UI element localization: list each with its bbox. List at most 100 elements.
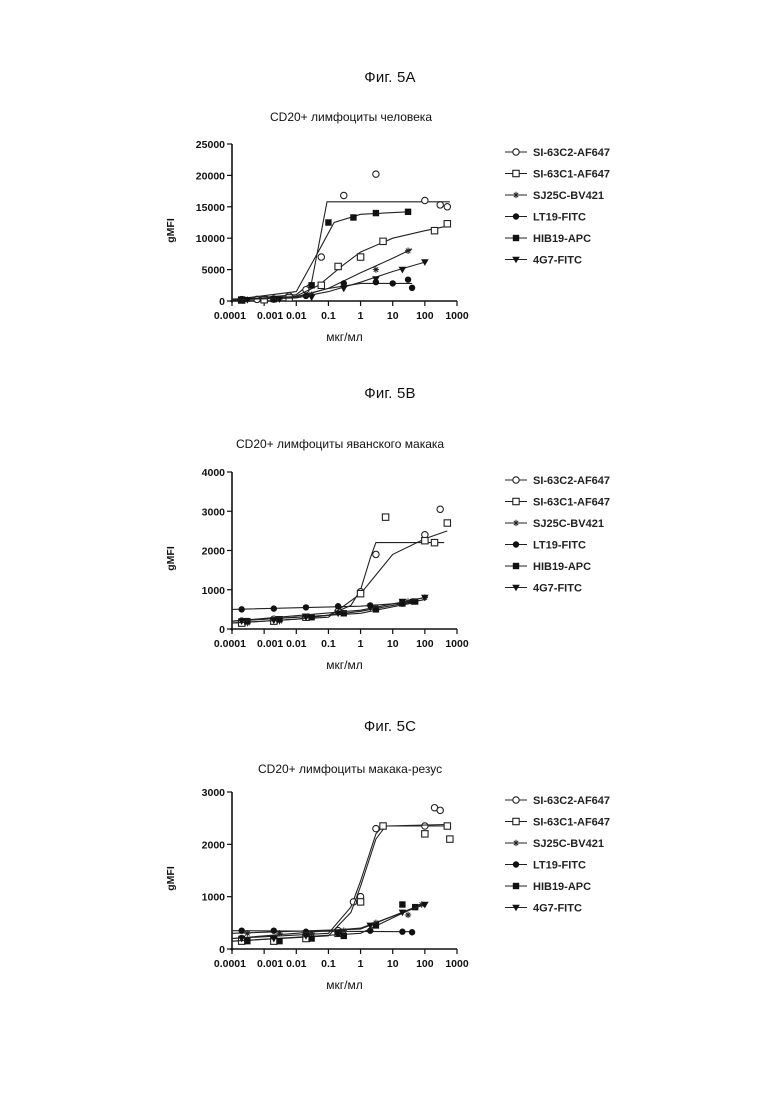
legend-marker — [513, 235, 519, 241]
data-point — [437, 202, 443, 208]
chart-title-human: CD20+ лимфоциты человека — [270, 110, 432, 124]
data-point — [244, 938, 250, 944]
legend: SI-63C2-AF647SI-63C1-AF647SJ25C-BV421LT1… — [505, 475, 610, 595]
data-point — [405, 209, 411, 215]
data-point — [350, 214, 356, 220]
legend-marker — [513, 861, 519, 867]
data-point — [422, 823, 428, 829]
data-point — [271, 927, 277, 933]
legend: SI-63C2-AF647SI-63C1-AF647SJ25C-BV421LT1… — [505, 795, 610, 915]
fit-curve — [232, 202, 450, 300]
x-tick-label: 0.001 — [257, 310, 283, 322]
legend-label: LT19-FITC — [533, 860, 586, 872]
series-4 — [232, 598, 418, 624]
x-tick-label: 100 — [416, 310, 434, 322]
x-tick-label: 1000 — [445, 638, 469, 650]
data-point — [399, 267, 407, 274]
series-1 — [232, 823, 453, 945]
legend-marker — [513, 477, 519, 483]
x-tick-label: 100 — [416, 958, 434, 970]
y-tick-label: 5000 — [202, 265, 226, 277]
data-point — [276, 938, 282, 944]
x-tick-label: 10 — [387, 638, 399, 650]
y-tick-label: 3000 — [202, 787, 226, 799]
legend-marker — [513, 520, 519, 526]
legend-label: LT19-FITC — [533, 212, 586, 224]
data-point — [444, 520, 450, 526]
series-2 — [232, 594, 428, 626]
y-tick-label: 0 — [219, 296, 225, 308]
legend-label: SI-63C2-AF647 — [533, 475, 610, 487]
fit-curve — [232, 824, 450, 941]
data-point — [357, 899, 363, 905]
data-point — [318, 254, 324, 260]
fit-curve — [232, 262, 425, 300]
data-point — [405, 912, 411, 918]
data-point — [409, 285, 415, 291]
y-tick-label: 10000 — [196, 233, 225, 245]
data-point — [308, 294, 316, 301]
data-point — [447, 836, 453, 842]
y-axis-label: gMFI — [165, 218, 177, 243]
y-tick-label: 25000 — [196, 139, 225, 151]
x-tick-label: 1 — [358, 310, 364, 322]
series-5 — [232, 595, 429, 625]
series-4 — [232, 901, 418, 944]
x-tick-label: 0.0001 — [214, 638, 246, 650]
legend-label: SI-63C1-AF647 — [533, 169, 610, 181]
data-point — [373, 825, 379, 831]
legend-marker — [513, 563, 519, 569]
data-point — [340, 286, 348, 293]
data-point — [271, 605, 277, 611]
fit-curve — [232, 531, 447, 623]
legend-label: SJ25C-BV421 — [533, 190, 604, 202]
legend-label: SJ25C-BV421 — [533, 518, 604, 530]
data-point — [303, 604, 309, 610]
x-tick-label: 0.1 — [321, 310, 336, 322]
legend-marker — [513, 192, 519, 198]
legend-label: 4G7-FITC — [533, 903, 582, 915]
data-point — [422, 831, 428, 837]
data-point — [437, 807, 443, 813]
data-point — [405, 248, 411, 254]
y-tick-label: 2000 — [202, 839, 226, 851]
y-tick-label: 0 — [219, 624, 225, 636]
legend-marker — [513, 170, 519, 176]
y-axis-label: gMFI — [165, 866, 177, 891]
y-axis-label: gMFI — [165, 546, 177, 571]
legend-label: 4G7-FITC — [533, 583, 582, 595]
series-3 — [232, 598, 415, 612]
data-point — [373, 210, 379, 216]
x-tick-label: 0.0001 — [214, 310, 246, 322]
data-point — [431, 227, 437, 233]
legend-label: LT19-FITC — [533, 540, 586, 552]
data-point — [373, 171, 379, 177]
data-point — [318, 282, 324, 288]
data-point — [308, 935, 314, 941]
data-point — [357, 590, 363, 596]
legend-marker — [513, 213, 519, 219]
data-point — [373, 551, 379, 557]
y-tick-label: 0 — [219, 944, 225, 956]
x-axis-label: мкг/мл — [326, 978, 362, 992]
x-tick-label: 1 — [358, 958, 364, 970]
data-point — [422, 197, 428, 203]
data-point — [444, 823, 450, 829]
x-axis-label: мкг/мл — [326, 330, 362, 344]
legend-label: 4G7-FITC — [533, 255, 582, 267]
x-tick-label: 1000 — [445, 310, 469, 322]
data-point — [422, 537, 428, 543]
data-point — [380, 823, 386, 829]
y-tick-label: 1000 — [202, 892, 226, 904]
chart-title-cyno: CD20+ лимфоциты яванского макака — [236, 437, 444, 451]
figure-label-5b: Фиг. 5B — [0, 385, 780, 402]
legend-label: SI-63C2-AF647 — [533, 147, 610, 159]
x-tick-label: 0.01 — [286, 310, 307, 322]
x-tick-label: 100 — [416, 638, 434, 650]
legend-marker — [513, 818, 519, 824]
y-tick-label: 3000 — [202, 506, 226, 518]
data-point — [335, 263, 341, 269]
data-point — [341, 192, 347, 198]
data-point — [238, 606, 244, 612]
chart-cyno-cd20: 010002000300040000.00010.0010.010.111010… — [150, 458, 650, 683]
